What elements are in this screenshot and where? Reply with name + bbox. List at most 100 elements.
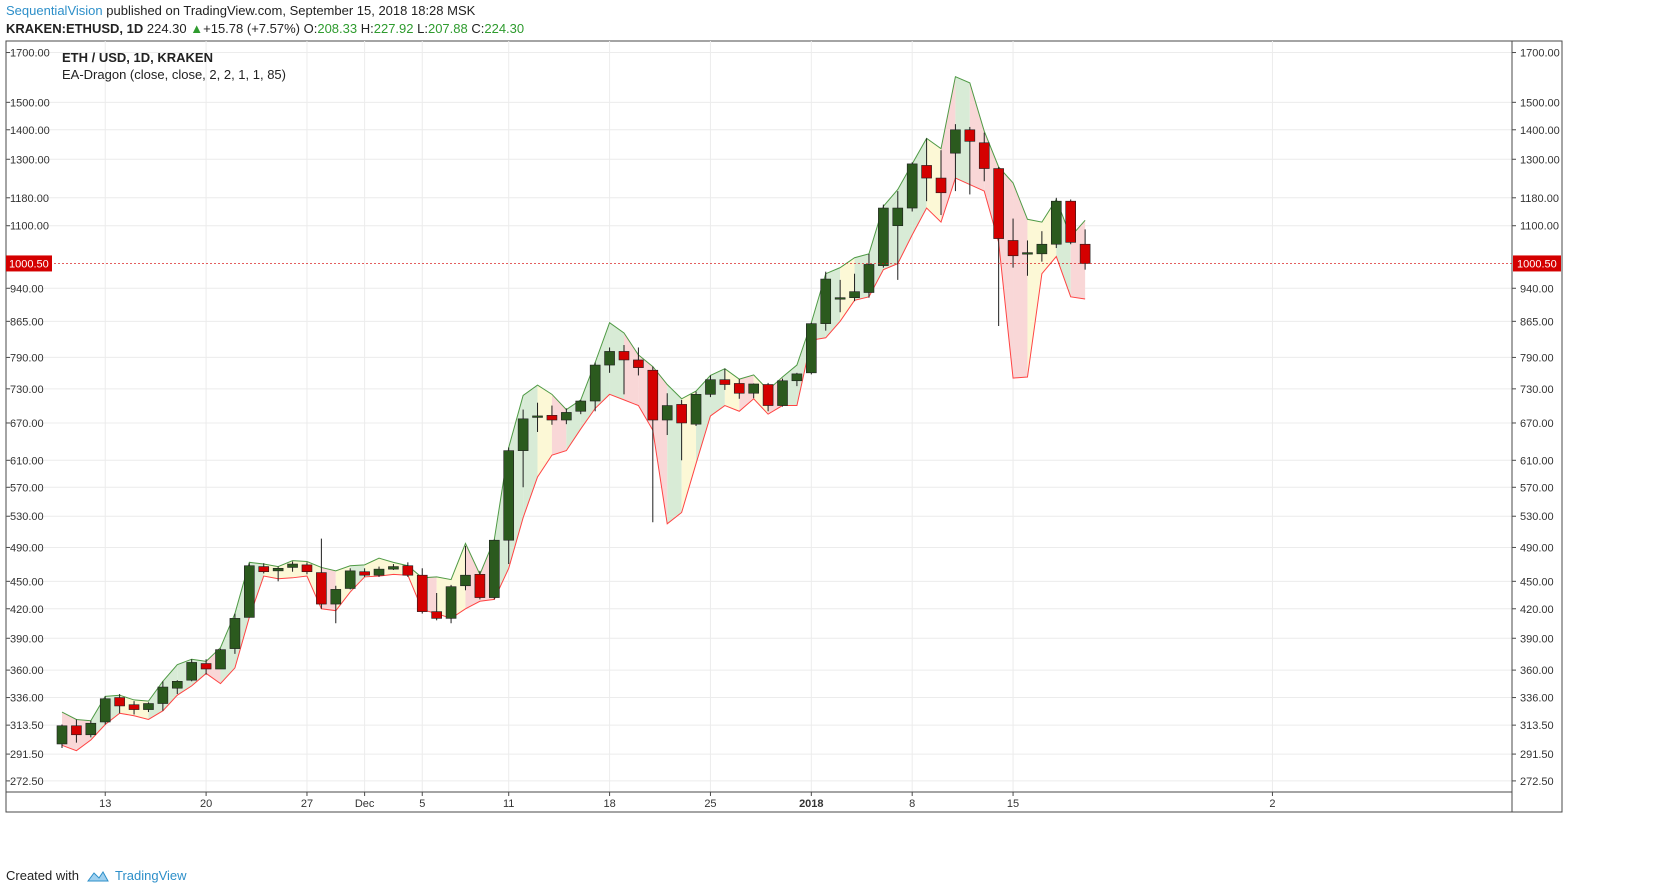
candle-body [114, 697, 125, 707]
y-tick-label-left: 570.00 [10, 482, 44, 494]
y-tick-label-left: 272.50 [10, 776, 44, 788]
y-tick-label-right: 336.00 [1520, 693, 1554, 705]
bear-candle [474, 570, 486, 600]
candle-body [215, 649, 226, 670]
candle-body [258, 566, 270, 573]
candle-body [157, 686, 169, 704]
bear-candle [301, 562, 313, 575]
x-tick-label: 5 [419, 798, 425, 810]
candle-body [878, 207, 889, 266]
legend-main-series: ETH / USD, 1D, KRAKEN [62, 50, 213, 65]
bear-candle [71, 719, 82, 743]
low-label: L: [417, 21, 428, 36]
bull-candle [878, 204, 889, 268]
price-badge-right-label: 1000.50 [1517, 258, 1557, 270]
y-tick-label-left: 865.00 [10, 316, 44, 328]
bull-candle [330, 585, 342, 624]
candle-body [964, 129, 976, 142]
x-tick-label: 13 [99, 798, 111, 810]
bear-candle [719, 368, 731, 390]
band-segment [724, 368, 740, 412]
y-tick-label-right: 490.00 [1520, 542, 1554, 554]
y-tick-label-left: 313.50 [10, 720, 44, 732]
bull-candle [229, 613, 241, 654]
candle-body [200, 663, 212, 670]
symbol-info-bar: KRAKEN:ETHUSD, 1D 224.30 ▲+15.78 (+7.57%… [6, 21, 524, 36]
y-tick-label-right: 530.00 [1520, 511, 1554, 523]
candle-body [633, 359, 644, 368]
x-tick-label: 2018 [799, 798, 823, 810]
y-tick-label-right: 730.00 [1520, 384, 1554, 396]
price-change: +15.78 (+7.57%) [203, 21, 300, 36]
y-tick-label-right: 940.00 [1520, 283, 1554, 295]
bull-candle [445, 584, 457, 624]
candle-body [1036, 243, 1048, 255]
high-value: 227.92 [373, 21, 414, 36]
candle-body [618, 351, 630, 361]
close-value: 224.30 [484, 21, 525, 36]
x-tick-label: 20 [200, 798, 212, 810]
y-tick-label-right: 420.00 [1520, 604, 1554, 616]
band-segment [1027, 219, 1042, 378]
y-tick-label-right: 272.50 [1520, 776, 1554, 788]
bull-candle [906, 162, 918, 212]
candle-body [719, 379, 731, 385]
bull-candle [157, 681, 169, 711]
candle-body [503, 450, 515, 541]
bull-candle [561, 408, 572, 425]
candle-body [344, 570, 356, 589]
bear-candle [993, 166, 1004, 326]
candle-body [388, 566, 399, 570]
x-tick-label: 18 [603, 798, 615, 810]
band-segment [523, 385, 538, 518]
y-tick-label-right: 390.00 [1520, 633, 1554, 645]
bull-candle [1022, 240, 1033, 276]
candle-body [474, 574, 486, 598]
x-tick-label: 27 [301, 798, 313, 810]
candle-body [229, 618, 241, 649]
band-segment [926, 138, 942, 223]
bull-candle [460, 545, 471, 591]
candle-body [1022, 252, 1033, 255]
candle-body [978, 142, 990, 169]
y-tick-label-left: 940.00 [10, 283, 44, 295]
y-tick-label-right: 1400.00 [1520, 125, 1560, 137]
legend-indicator[interactable]: EA-Dragon (close, close, 2, 2, 1, 1, 85) [62, 67, 286, 82]
bull-candle [950, 124, 961, 192]
band-segment [1013, 182, 1028, 379]
y-tick-label-right: 360.00 [1520, 665, 1554, 677]
candle-body [373, 568, 385, 576]
candle-body [244, 565, 255, 618]
bull-candle [287, 561, 298, 572]
candle-body [906, 163, 918, 209]
candle-body [287, 563, 298, 568]
bull-candle [517, 409, 529, 488]
bull-candle [85, 720, 97, 738]
y-tick-label-right: 1300.00 [1520, 154, 1560, 166]
close-label: C: [471, 21, 485, 36]
candle-body [561, 412, 572, 421]
candle-body [143, 703, 154, 710]
bull-candle [388, 564, 399, 571]
y-tick-label-right: 1500.00 [1520, 97, 1560, 109]
candle-body [316, 572, 327, 605]
y-tick-label-right: 1100.00 [1520, 221, 1559, 233]
bull-candle [186, 659, 197, 682]
candle-body [661, 405, 673, 421]
y-tick-label-left: 1180.00 [10, 193, 49, 205]
bear-candle [128, 701, 140, 715]
candle-body [359, 571, 370, 576]
candle-body [993, 168, 1004, 239]
price-badge-right [1513, 255, 1561, 272]
y-tick-label-left: 1300.00 [10, 154, 50, 166]
author-link[interactable]: SequentialVision [6, 3, 103, 18]
candle-body [85, 722, 97, 736]
tradingview-link[interactable]: TradingView [114, 868, 187, 883]
y-tick-label-right: 670.00 [1520, 418, 1554, 430]
y-tick-label-left: 530.00 [10, 511, 44, 523]
y-tick-label-left: 360.00 [10, 665, 44, 677]
y-tick-label-right: 570.00 [1520, 482, 1554, 494]
candle-body [647, 369, 659, 421]
y-tick-label-right: 450.00 [1520, 576, 1554, 588]
